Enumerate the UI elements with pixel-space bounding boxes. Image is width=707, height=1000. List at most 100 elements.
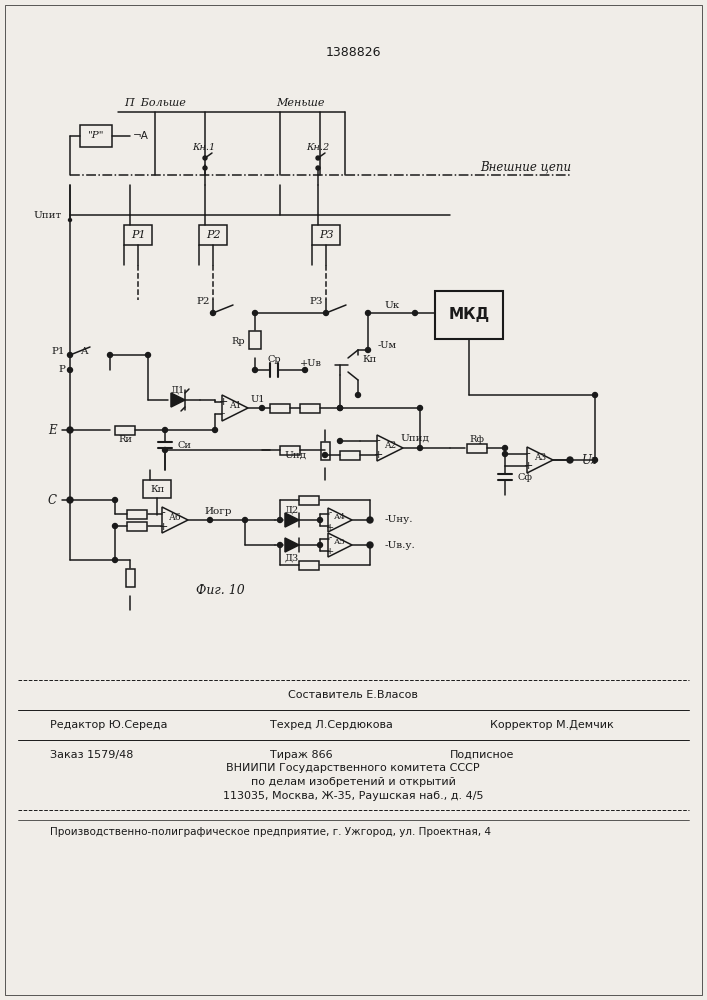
Circle shape [112,524,117,528]
Text: Д3: Д3 [285,554,299,562]
Text: Тираж 866: Тираж 866 [270,750,332,760]
Circle shape [592,392,597,397]
Circle shape [366,348,370,353]
Text: -: - [161,508,165,518]
Polygon shape [222,395,248,421]
Circle shape [366,310,370,316]
Circle shape [278,542,283,548]
Circle shape [243,518,247,522]
Circle shape [207,518,213,522]
Circle shape [213,428,218,432]
Text: A: A [80,348,88,357]
Text: Производственно-полиграфическое предприятие, г. Ужгород, ул. Проектная, 4: Производственно-полиграфическое предприя… [50,827,491,837]
Circle shape [259,406,264,410]
Circle shape [112,497,117,502]
Circle shape [317,518,322,522]
Text: Р3: Р3 [319,230,333,240]
Circle shape [418,446,423,450]
Bar [300,404,320,413]
Text: А5: А5 [334,538,346,546]
Polygon shape [285,538,299,552]
Text: A2: A2 [384,442,396,450]
Text: Р1: Р1 [131,230,146,240]
Text: Меньше: Меньше [276,98,325,108]
Text: С: С [48,493,57,506]
Text: Заказ 1579/48: Заказ 1579/48 [50,750,134,760]
Text: Р3: Р3 [310,298,323,306]
Text: +: + [523,461,532,471]
Bar [126,569,135,587]
Polygon shape [328,533,352,557]
Text: Д2: Д2 [285,506,299,514]
Circle shape [337,406,342,410]
Circle shape [163,428,168,432]
Circle shape [322,448,327,452]
Circle shape [107,353,112,358]
Bar [249,331,261,349]
Text: Фиг. 10: Фиг. 10 [196,584,245,596]
Text: ¬A: ¬A [133,131,149,141]
Bar [124,225,152,245]
Circle shape [303,367,308,372]
Text: Р: Р [58,365,65,374]
Text: Cр: Cр [267,356,281,364]
Text: +: + [326,522,334,532]
Text: 113035, Москва, Ж-35, Раушская наб., д. 4/5: 113035, Москва, Ж-35, Раушская наб., д. … [223,791,484,801]
Circle shape [316,156,320,160]
Circle shape [503,452,508,456]
Circle shape [252,367,257,372]
Text: Подписное: Подписное [450,750,515,760]
Text: A1: A1 [229,401,241,410]
Circle shape [592,458,597,462]
Polygon shape [162,507,188,533]
Circle shape [324,310,329,316]
Text: Uz: Uz [582,454,598,466]
Text: Внешние цепи: Внешние цепи [480,160,571,174]
Circle shape [163,448,168,452]
Circle shape [112,558,117,562]
Text: А4: А4 [334,513,346,521]
Bar [312,225,340,245]
Polygon shape [377,435,403,461]
Text: +: + [326,548,334,556]
Text: -: - [328,534,332,542]
Text: МКД: МКД [448,308,489,322]
Circle shape [67,367,73,372]
Text: Техред Л.Сердюкова: Техред Л.Сердюкова [270,720,393,730]
Text: П  Больше: П Больше [124,98,186,108]
Polygon shape [171,393,185,407]
Circle shape [203,166,207,170]
Bar [199,225,227,245]
Circle shape [337,406,342,410]
Circle shape [418,406,423,410]
Bar [280,446,300,455]
Circle shape [67,427,73,433]
Text: Д1: Д1 [171,385,185,394]
Text: -Uну.: -Uну. [385,516,414,524]
Text: -: - [376,436,380,446]
Circle shape [252,310,257,316]
Bar [115,426,135,435]
Text: A3: A3 [534,452,546,462]
Text: -Uв.у.: -Uв.у. [385,540,416,550]
Text: Uпид: Uпид [401,434,429,442]
Text: -: - [328,508,332,518]
Text: Р2: Р2 [206,230,221,240]
Text: Кп: Кп [362,356,376,364]
Bar [127,522,147,531]
Text: Rф: Rф [469,434,484,444]
Circle shape [317,542,322,548]
Text: Cф: Cф [517,473,532,482]
Text: Uк: Uк [385,300,399,310]
Text: Uпит: Uпит [34,211,62,220]
Text: -: - [526,449,530,459]
Text: "Р": "Р" [88,131,104,140]
Text: +: + [158,522,168,532]
Text: Кн.2: Кн.2 [306,143,329,152]
Circle shape [67,353,73,358]
Circle shape [203,156,207,160]
Circle shape [322,452,327,458]
Text: Cи: Cи [178,440,192,450]
Bar [299,496,319,505]
Bar [435,291,503,339]
